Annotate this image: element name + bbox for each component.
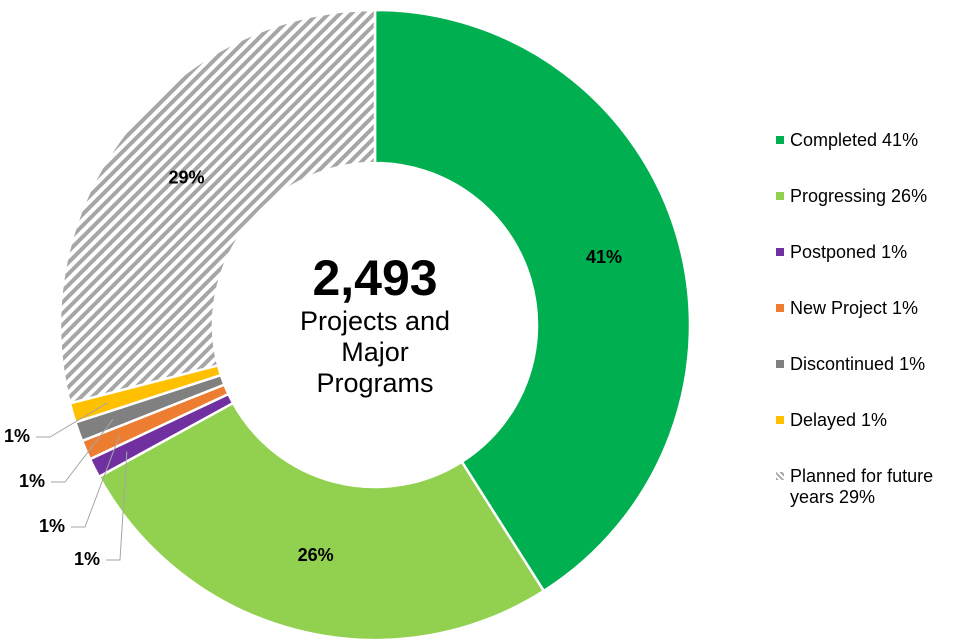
data-label: 26% — [298, 545, 334, 565]
data-label: 1% — [19, 471, 45, 491]
leader-line — [106, 451, 128, 561]
center-value: 2,493 — [312, 250, 438, 306]
legend-label: New Project 1% — [790, 298, 919, 318]
legend-swatch — [776, 136, 784, 144]
legend-swatch — [776, 360, 784, 368]
legend-item: Delayed 1% — [776, 410, 972, 466]
data-label: 1% — [74, 549, 100, 569]
legend-swatch — [776, 416, 784, 424]
leader-line — [71, 435, 120, 528]
legend-swatch — [776, 304, 784, 312]
data-label: 29% — [169, 168, 205, 188]
legend-label: Discontinued 1% — [790, 354, 926, 374]
legend-label: Postponed 1% — [790, 242, 908, 262]
slice — [373, 8, 692, 593]
legend-swatch — [776, 248, 784, 256]
legend-item: Progressing 26% — [776, 186, 972, 242]
legend-label: Progressing 26% — [790, 186, 928, 206]
legend-item: Discontinued 1% — [776, 354, 972, 410]
legend-item: Planned for future years 29% — [776, 466, 972, 522]
legend-label: Completed 41% — [790, 130, 919, 150]
legend-item: Completed 41% — [776, 130, 972, 186]
slice — [58, 8, 377, 405]
legend-item: New Project 1% — [776, 298, 972, 354]
leader-line — [51, 419, 114, 483]
data-label: 1% — [39, 516, 65, 536]
center-label: Projects and Major Programs — [299, 306, 451, 398]
legend-label: Delayed 1% — [790, 410, 888, 430]
data-label: 41% — [586, 247, 622, 267]
leader-line — [36, 402, 108, 438]
center-text: 2,493 Projects and Major Programs — [255, 250, 495, 399]
legend-label: Planned for future years 29% — [790, 466, 934, 507]
legend-swatch — [776, 472, 784, 480]
legend-swatch — [776, 192, 784, 200]
legend-item: Postponed 1% — [776, 242, 972, 298]
data-label: 1% — [4, 426, 30, 446]
legend: Completed 41% Progressing 26% Postponed 1%… — [776, 130, 972, 522]
